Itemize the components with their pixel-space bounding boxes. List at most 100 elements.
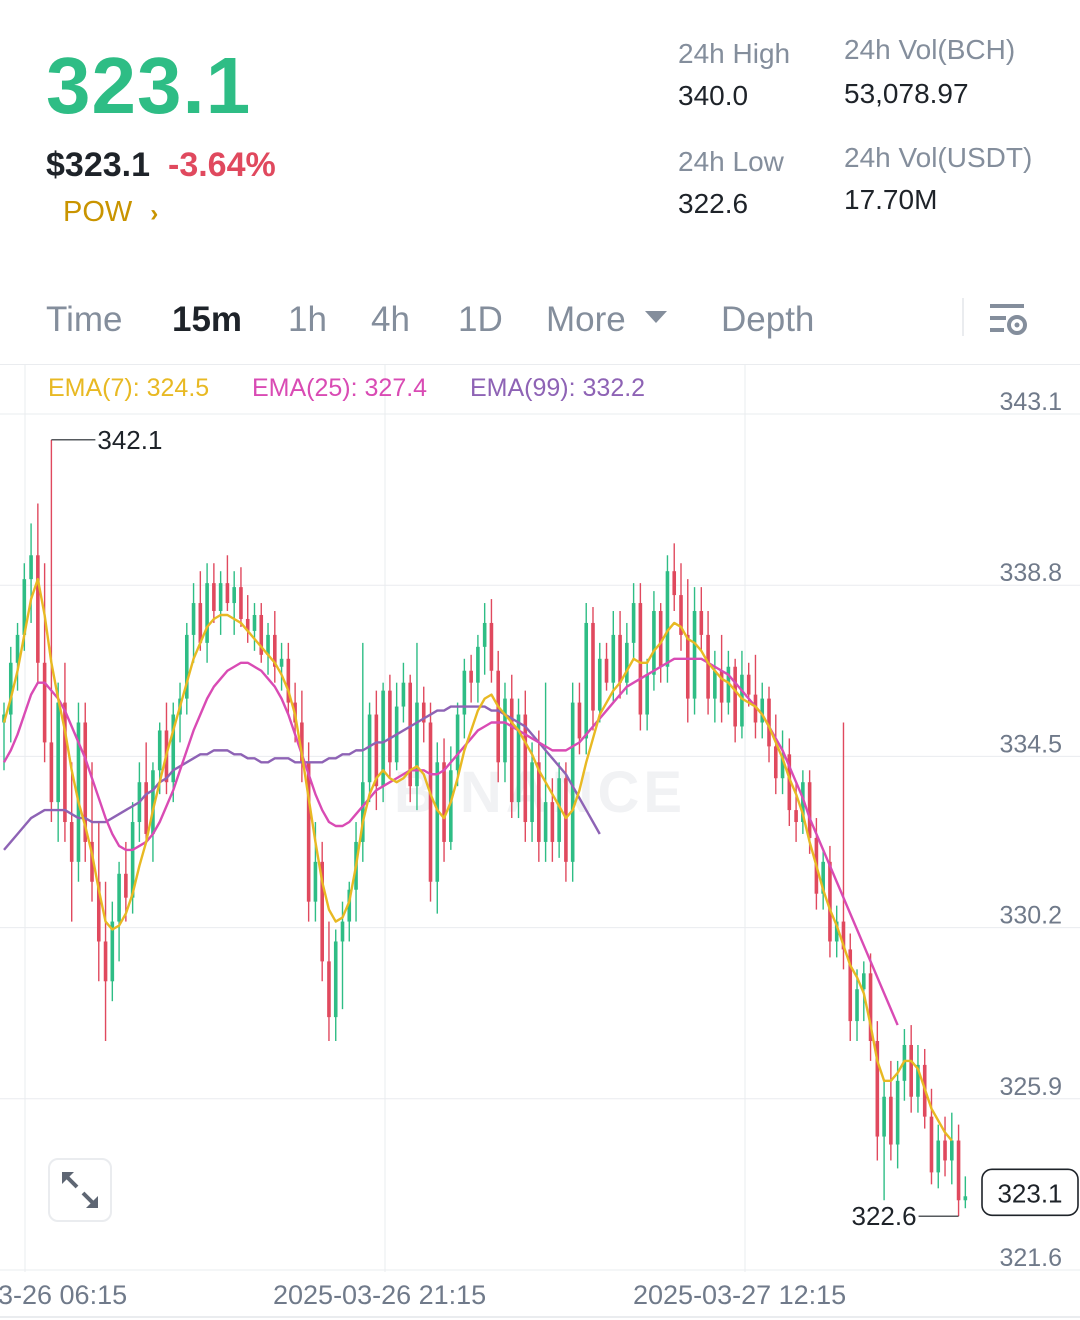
y-tick-label: 334.5: [999, 730, 1062, 758]
candle-body: [381, 690, 385, 787]
candle-body: [300, 722, 304, 763]
tab-4h[interactable]: 4h: [371, 300, 410, 339]
tab-1h[interactable]: 1h: [288, 300, 327, 339]
candle-body: [218, 583, 223, 612]
vol-quote-label: 24h Vol(USDT): [844, 142, 1033, 173]
candle-body: [719, 670, 724, 703]
candle-body: [895, 1080, 900, 1145]
tab-divider: [962, 298, 964, 336]
last-price: 323.1: [46, 41, 252, 130]
candle-body: [726, 666, 731, 703]
candle-body: [699, 611, 704, 635]
candle-body: [421, 702, 426, 723]
candle-body: [625, 642, 629, 683]
candle-body: [408, 682, 412, 787]
candle-body: [442, 762, 446, 842]
candle-body: [63, 702, 67, 823]
fullscreen-button[interactable]: [48, 1158, 112, 1222]
y-tick-label: 325.9: [999, 1073, 1062, 1101]
tab-depth[interactable]: Depth: [721, 300, 815, 339]
candle-body: [530, 762, 534, 823]
ema99-line: [3, 705, 601, 851]
candle-body: [184, 634, 189, 699]
candle-body: [645, 674, 649, 715]
x-tick-label: 2025-03-27 12:15: [633, 1280, 847, 1310]
candle-body: [489, 622, 494, 671]
candle-body: [848, 949, 853, 1022]
pow-tag-link[interactable]: POW ›: [63, 196, 158, 229]
candle-body: [794, 810, 798, 823]
vol-base-label: 24h Vol(BCH): [844, 34, 1016, 65]
tab-1d[interactable]: 1D: [458, 300, 503, 339]
candle-body: [516, 714, 521, 803]
candle-body: [861, 973, 866, 990]
candle-body: [333, 941, 338, 1018]
ema25-line: [2, 657, 899, 1026]
candle-body: [753, 694, 758, 723]
high-value: 340.0: [678, 80, 749, 111]
tab-more[interactable]: More: [546, 300, 668, 340]
candle-body: [56, 702, 60, 803]
candle-body: [767, 698, 771, 747]
candle-body: [537, 762, 541, 842]
high-label: 24h High: [678, 38, 791, 69]
candle-body: [740, 674, 744, 727]
candle-body: [509, 698, 514, 803]
candle-body: [36, 555, 40, 663]
candle-body: [658, 611, 663, 667]
candle-body: [943, 1140, 947, 1161]
candle-body: [685, 634, 690, 699]
tab-more-label: More: [546, 300, 626, 339]
tab-15m[interactable]: 15m: [172, 300, 243, 339]
y-tick-label: 330.2: [999, 902, 1062, 930]
candle-body: [692, 611, 697, 699]
candle-body: [96, 881, 101, 942]
candle-body: [963, 1196, 968, 1201]
candle-body: [638, 603, 643, 715]
candle-body: [117, 873, 121, 922]
candle-body: [713, 670, 717, 699]
candle-body: [273, 634, 277, 667]
candle-body: [347, 889, 352, 922]
chevron-right-icon: ›: [150, 200, 159, 227]
candle-body: [543, 802, 548, 842]
tab-time[interactable]: Time: [46, 300, 123, 339]
candle-body: [428, 722, 433, 882]
candle-body: [868, 973, 873, 1042]
candle-body: [564, 778, 568, 862]
candle-body: [157, 730, 162, 771]
candle-body: [49, 742, 54, 803]
candle-body: [306, 762, 311, 902]
candle-body: [361, 782, 365, 842]
candle-body: [90, 841, 94, 882]
candle-body: [29, 555, 33, 580]
candle-body: [503, 698, 507, 763]
candle-body: [916, 1064, 920, 1097]
candle-body: [232, 587, 236, 604]
candle-body: [415, 702, 419, 787]
candle-body: [76, 722, 81, 862]
candle-body: [773, 746, 778, 779]
low-value: 322.6: [678, 188, 749, 219]
candle-body: [171, 714, 176, 783]
candle-body: [239, 587, 243, 619]
candle-body: [252, 614, 257, 631]
candle-body: [83, 722, 88, 842]
candle-body: [286, 658, 291, 703]
candle-body: [665, 571, 670, 667]
candle-body: [69, 822, 74, 862]
candle-body: [679, 595, 683, 635]
candle-body: [144, 782, 148, 834]
candle-body: [733, 666, 737, 727]
candle-body: [841, 921, 846, 950]
current-price-label: 323.1: [997, 1178, 1062, 1208]
candlestick-chart[interactable]: BINANCE343.1338.8334.5330.2325.9321.6342…: [0, 364, 1080, 1316]
candle-body: [936, 1140, 941, 1173]
chart-settings-icon[interactable]: [988, 300, 1028, 340]
current-price-box: [981, 1168, 1079, 1217]
candle-body: [523, 714, 528, 823]
candle-body: [103, 941, 108, 982]
y-tick-label: 338.8: [999, 559, 1062, 587]
candle-body: [706, 634, 710, 699]
candle-body: [124, 873, 128, 898]
